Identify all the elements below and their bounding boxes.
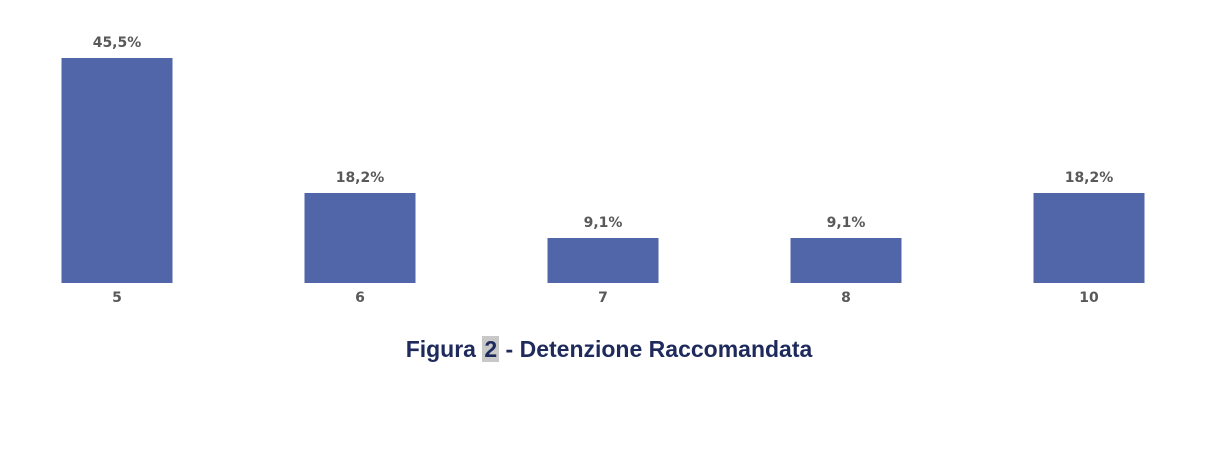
bar [1033,193,1145,283]
chart: 5 45,5% 6 18,2% 7 9,1% 8 9,1% 10 18,2% [61,35,1145,306]
x-tick-label: 7 [598,290,608,306]
figure-number: 2 [482,336,500,362]
caption: Figura 2 - Detenzione Raccomandata [0,336,1218,363]
chart-title: - Detenzione Raccomandata [505,336,813,362]
data-label: 9,1% [827,215,866,231]
bar [304,193,416,283]
bar [790,238,902,283]
bar [547,238,659,283]
bar [61,58,173,283]
data-label: 45,5% [93,35,142,51]
figure-label: Figura [405,336,476,362]
data-label: 9,1% [584,215,623,231]
data-label: 18,2% [1065,170,1114,186]
x-tick-label: 6 [355,290,365,306]
data-label: 18,2% [336,170,385,186]
x-tick-label: 10 [1079,290,1099,306]
x-tick-label: 8 [841,290,851,306]
x-tick-label: 5 [112,290,122,306]
